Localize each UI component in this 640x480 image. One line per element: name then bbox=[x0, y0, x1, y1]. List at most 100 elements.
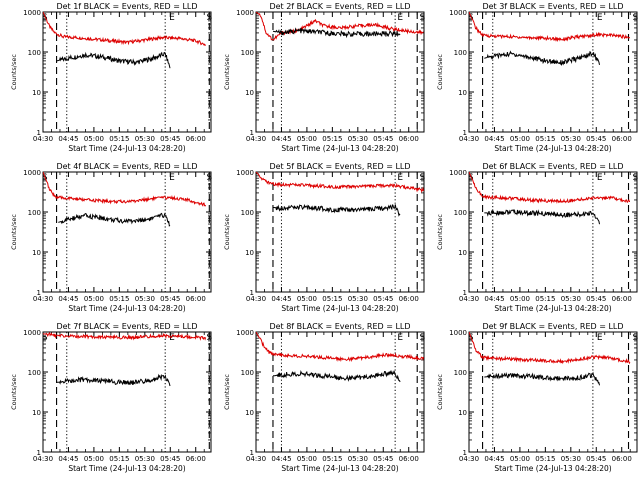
y-axis-label: Counts/sec bbox=[10, 214, 18, 250]
x-tick-label: 04:45 bbox=[484, 135, 504, 143]
x-tick-label: 05:45 bbox=[160, 455, 180, 463]
y-axis-label: Counts/sec bbox=[436, 54, 444, 90]
x-tick-label: 05:30 bbox=[135, 455, 155, 463]
chart-panel-7: Det 7f BLACK = Events, RED = LLD 1 10 100 10… bbox=[10, 322, 212, 473]
y-tick-label: 1000 bbox=[449, 329, 467, 337]
x-tick-label: 05:30 bbox=[561, 135, 581, 143]
marker-label: E bbox=[169, 13, 175, 23]
chart-title: Det 2f BLACK = Events, RED = LLD bbox=[269, 2, 410, 11]
events-series-line bbox=[484, 50, 600, 66]
y-tick-label: 100 bbox=[28, 49, 41, 57]
x-tick-label: 05:45 bbox=[373, 295, 393, 303]
x-tick-label: 04:45 bbox=[271, 135, 291, 143]
x-tick-label: 04:45 bbox=[484, 455, 504, 463]
x-tick-label: 04:45 bbox=[58, 455, 78, 463]
y-tick-label: 1 bbox=[463, 129, 467, 137]
plot-frame bbox=[42, 171, 212, 293]
chart-panel-1: Det 1f BLACK = Events, RED = LLD 1 10 100 10… bbox=[10, 2, 212, 153]
y-axis-label: Counts/sec bbox=[436, 374, 444, 410]
x-axis-label: Start Time (24-Jul-13 04:28:20) bbox=[68, 304, 185, 313]
x-tick-label: 05:45 bbox=[586, 455, 606, 463]
y-tick-label: 1 bbox=[463, 449, 467, 457]
y-tick-label: 1000 bbox=[449, 169, 467, 177]
plot-frame bbox=[468, 11, 638, 133]
y-tick-label: 100 bbox=[454, 369, 467, 377]
marker-label: E bbox=[169, 173, 175, 183]
y-axis-label: Counts/sec bbox=[223, 374, 231, 410]
chart-title: Det 8f BLACK = Events, RED = LLD bbox=[269, 322, 410, 331]
x-axis-label: Start Time (24-Jul-13 04:28:20) bbox=[281, 304, 398, 313]
marker-label: S bbox=[42, 13, 48, 23]
y-tick-label: 10 bbox=[458, 409, 467, 417]
chart-title: Det 9f BLACK = Events, RED = LLD bbox=[482, 322, 623, 331]
events-series-line bbox=[484, 208, 600, 225]
chart-title: Det 5f BLACK = Events, RED = LLD bbox=[269, 162, 410, 171]
x-tick-label: 05:15 bbox=[109, 455, 129, 463]
marker-label: E bbox=[397, 173, 403, 183]
x-tick-label: 04:30 bbox=[246, 135, 266, 143]
plot-frame bbox=[468, 171, 638, 293]
x-tick-label: 05:15 bbox=[322, 135, 342, 143]
y-tick-label: 1000 bbox=[236, 169, 254, 177]
marker-label: S bbox=[419, 173, 425, 183]
x-tick-label: 05:00 bbox=[297, 135, 317, 143]
chart-panel-4: Det 4f BLACK = Events, RED = LLD 1 10 100 10… bbox=[10, 162, 212, 313]
chart-panel-8: Det 8f BLACK = Events, RED = LLD 1 10 100 10… bbox=[223, 322, 425, 473]
chart-panel-2: Det 2f BLACK = Events, RED = LLD 1 10 100 10… bbox=[223, 2, 425, 153]
x-tick-label: 06:00 bbox=[186, 135, 206, 143]
x-axis-label: Start Time (24-Jul-13 04:28:20) bbox=[68, 464, 185, 473]
y-tick-label: 100 bbox=[454, 209, 467, 217]
x-tick-label: 04:30 bbox=[33, 455, 53, 463]
events-series-line bbox=[58, 212, 171, 227]
x-tick-label: 04:30 bbox=[459, 135, 479, 143]
x-tick-label: 06:00 bbox=[399, 295, 419, 303]
x-tick-label: 05:00 bbox=[84, 295, 104, 303]
y-tick-label: 100 bbox=[241, 209, 254, 217]
x-tick-label: 05:15 bbox=[109, 135, 129, 143]
marker-label: S bbox=[419, 13, 425, 23]
x-tick-label: 05:45 bbox=[586, 295, 606, 303]
x-tick-label: 06:00 bbox=[612, 295, 632, 303]
x-tick-label: 04:30 bbox=[246, 455, 266, 463]
x-tick-label: 05:15 bbox=[535, 135, 555, 143]
x-tick-label: 05:30 bbox=[135, 295, 155, 303]
y-axis-label: Counts/sec bbox=[223, 54, 231, 90]
plot-frame bbox=[255, 331, 425, 453]
y-tick-label: 1 bbox=[463, 289, 467, 297]
x-axis-label: Start Time (24-Jul-13 04:28:20) bbox=[281, 144, 398, 153]
x-tick-label: 04:45 bbox=[484, 295, 504, 303]
y-tick-label: 10 bbox=[245, 249, 254, 257]
plot-frame bbox=[255, 171, 425, 293]
x-tick-label: 05:30 bbox=[561, 455, 581, 463]
marker-label: S bbox=[419, 333, 425, 343]
lld-series-line bbox=[256, 332, 424, 363]
marker-label: E bbox=[597, 173, 603, 183]
plot-frame bbox=[42, 11, 212, 133]
x-tick-label: 05:00 bbox=[510, 135, 530, 143]
x-tick-label: 04:45 bbox=[58, 295, 78, 303]
chart-title: Det 7f BLACK = Events, RED = LLD bbox=[56, 322, 197, 331]
x-tick-label: 06:00 bbox=[399, 135, 419, 143]
y-tick-label: 100 bbox=[241, 49, 254, 57]
x-tick-label: 05:30 bbox=[561, 295, 581, 303]
y-tick-label: 1000 bbox=[236, 9, 254, 17]
x-tick-label: 05:00 bbox=[84, 455, 104, 463]
chart-title: Det 4f BLACK = Events, RED = LLD bbox=[56, 162, 197, 171]
marker-label: S bbox=[206, 13, 212, 23]
y-axis-label: Counts/sec bbox=[10, 54, 18, 90]
x-tick-label: 04:30 bbox=[33, 295, 53, 303]
x-tick-label: 05:15 bbox=[322, 455, 342, 463]
chart-title: Det 3f BLACK = Events, RED = LLD bbox=[482, 2, 623, 11]
events-series-line bbox=[56, 51, 171, 69]
x-tick-label: 05:00 bbox=[84, 135, 104, 143]
lld-series-line bbox=[43, 332, 207, 341]
x-tick-label: 05:00 bbox=[297, 295, 317, 303]
y-tick-label: 1000 bbox=[23, 329, 41, 337]
x-tick-label: 05:45 bbox=[373, 455, 393, 463]
y-tick-label: 10 bbox=[245, 89, 254, 97]
events-series-line bbox=[272, 27, 401, 39]
lld-series-line bbox=[469, 332, 631, 365]
y-axis-label: Counts/sec bbox=[10, 374, 18, 410]
lld-series-line bbox=[469, 172, 630, 204]
x-axis-label: Start Time (24-Jul-13 04:28:20) bbox=[494, 144, 611, 153]
